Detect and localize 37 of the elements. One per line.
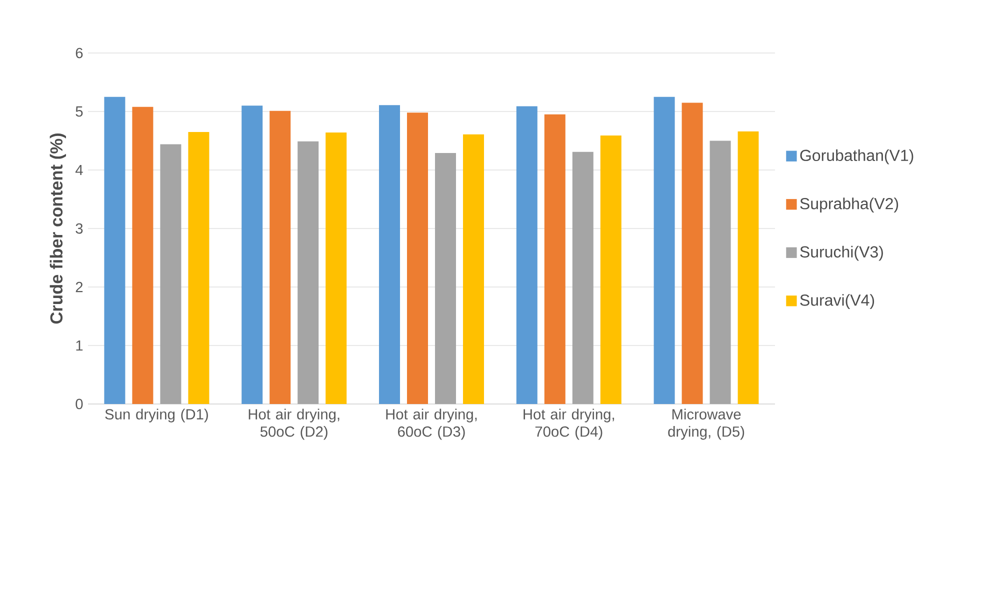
bar [298,141,319,404]
y-tick-label: 3 [76,223,83,234]
x-tick-label: Hot air drying, 60oC (D3) [386,408,477,440]
x-tick-label: Hot air drying, 50oC (D2) [248,408,340,440]
legend-label: Gorubathan(V1) [800,149,914,164]
y-tick-label: 5 [76,106,83,117]
x-tick-label: Microwave drying, (D5) [668,408,744,440]
bar [600,135,622,404]
bar [132,106,154,404]
bar [407,112,428,404]
bar [463,134,484,404]
bar [160,144,182,404]
bar [104,96,126,404]
x-tick-label: Hot air drying, 70oC (D4) [524,408,614,440]
bar [682,102,703,404]
y-tick-label: 0 [76,398,83,410]
bar [654,96,675,404]
legend-label: Suprabha(V2) [800,198,898,212]
bar [379,105,400,404]
y-tick-label: 2 [76,282,83,292]
y-tick-label: 1 [76,340,83,351]
bar [188,132,210,404]
bar [544,114,566,404]
bar [326,132,347,404]
legend-label: Suravi(V4) [800,294,874,309]
y-axis-title: Crude fiber content (%) [50,134,66,324]
bar [516,106,538,404]
bar [435,153,456,404]
legend-label: Suruchi(V3) [800,246,883,261]
bar [738,131,759,404]
bar [242,106,263,404]
bar [270,110,291,404]
y-tick-label: 6 [76,48,83,58]
y-tick-label: 4 [75,164,83,176]
x-tick-label: Sun drying (D1) [105,408,208,422]
bar [710,140,731,404]
bar [572,152,594,404]
